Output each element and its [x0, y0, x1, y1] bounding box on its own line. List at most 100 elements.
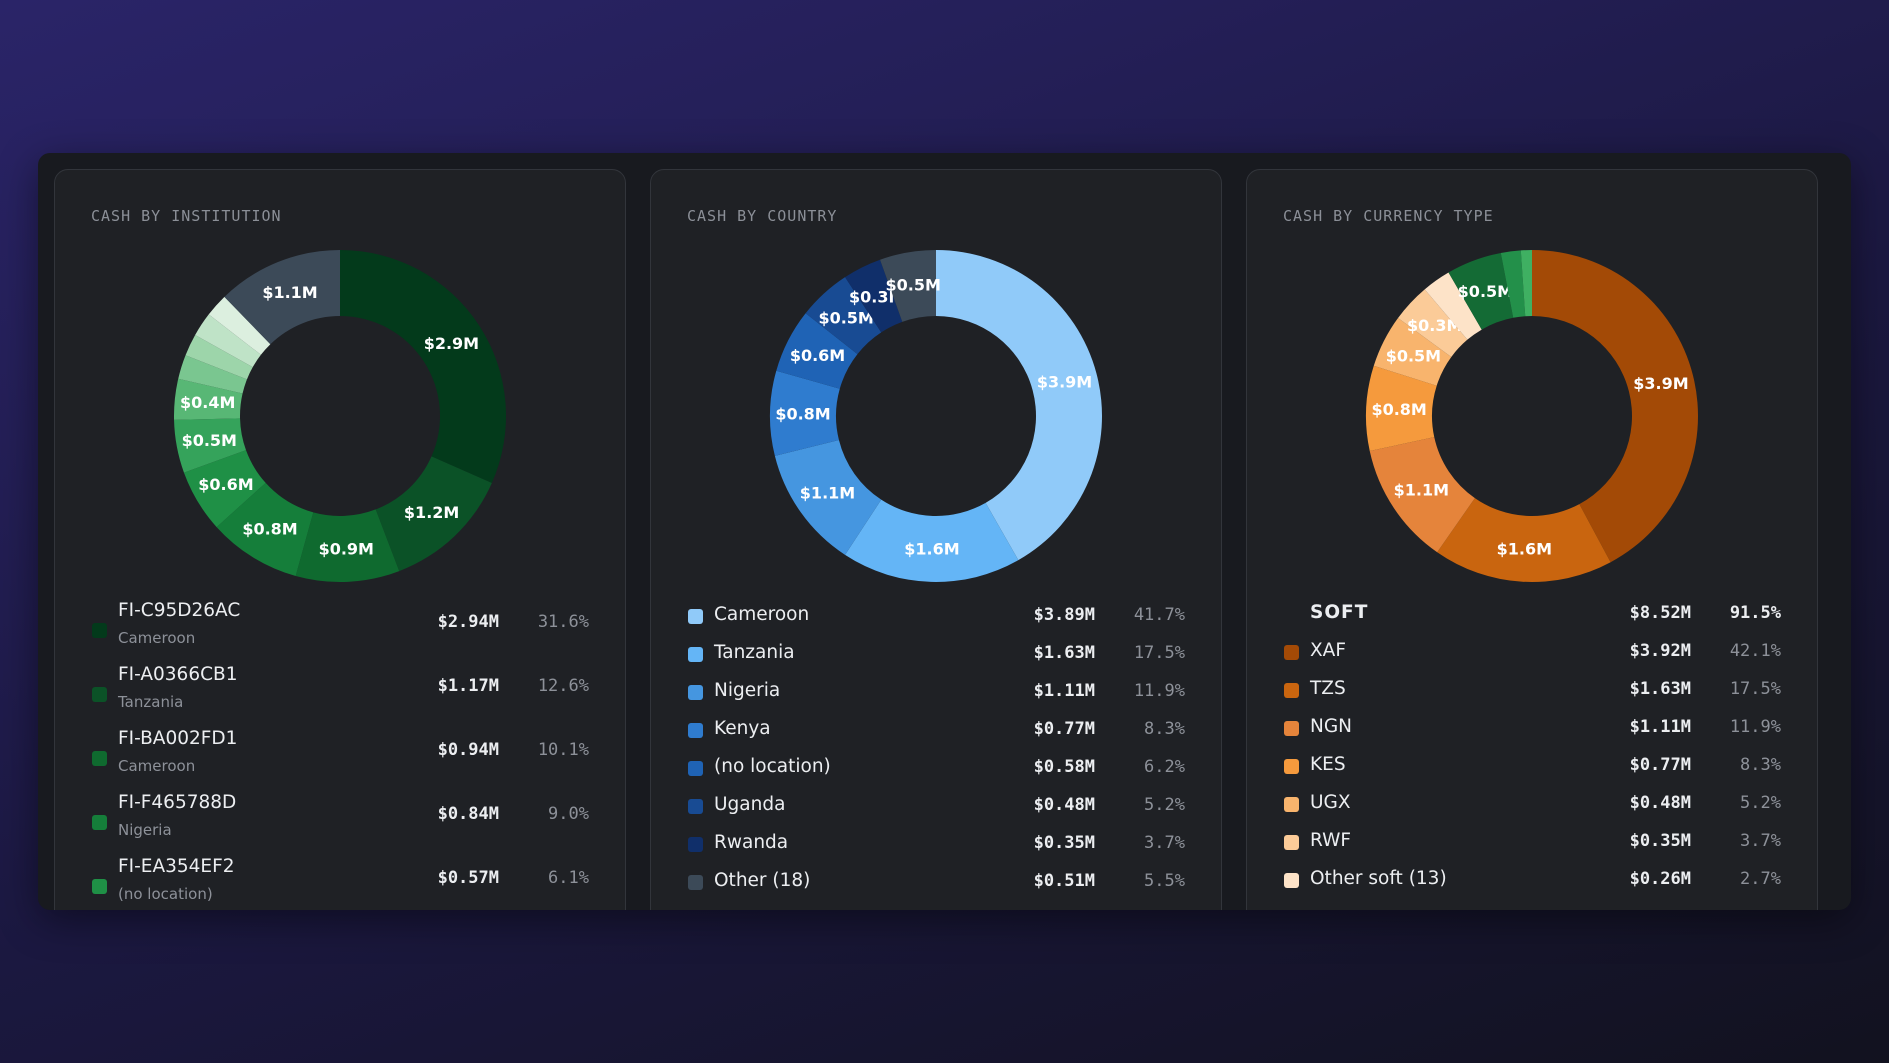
legend-amount: $0.84M — [437, 804, 499, 824]
donut-slice[interactable] — [936, 250, 1102, 561]
legend-row[interactable]: FI-EA354EF2 (no location) $0.57M 6.1% — [91, 856, 589, 910]
legend-row[interactable]: UGX $0.48M 5.2% — [1283, 792, 1781, 822]
slice-value-label: $0.8M — [775, 404, 830, 423]
donut-slice[interactable] — [1369, 437, 1475, 553]
donut-slice[interactable] — [295, 509, 400, 582]
legend-name: UGX — [1310, 792, 1351, 813]
legend-percent: 11.9% — [1133, 681, 1185, 701]
legend-percent: 11.9% — [1729, 717, 1781, 737]
legend-percent: 42.1% — [1729, 641, 1781, 661]
legend-name: Other soft (13) — [1310, 868, 1447, 889]
donut-slice[interactable] — [1500, 250, 1526, 318]
donut-slice[interactable] — [1366, 365, 1437, 452]
legend-row[interactable]: FI-C95D26AC Cameroon $2.94M 31.6% — [91, 600, 589, 656]
legend-name: FI-EA354EF2 — [118, 856, 235, 877]
donut-slice[interactable] — [185, 334, 253, 380]
legend-swatch — [1284, 759, 1299, 774]
legend-row[interactable]: FI-F465788D Nigeria $0.84M 9.0% — [91, 792, 589, 848]
donut-slice[interactable] — [178, 355, 247, 394]
slice-value-label: $0.9M — [319, 539, 374, 558]
legend-swatch — [1284, 873, 1299, 888]
donut-slice[interactable] — [340, 250, 506, 484]
legend-swatch — [92, 879, 107, 894]
legend-row[interactable]: TZS $1.63M 17.5% — [1283, 678, 1781, 708]
donut-slice[interactable] — [770, 370, 840, 456]
panel-title: CASH BY CURRENCY TYPE — [1283, 207, 1494, 225]
legend-row[interactable]: Kenya $0.77M 8.3% — [687, 718, 1185, 748]
legend-amount: $1.17M — [437, 676, 499, 696]
legend-swatch — [688, 685, 703, 700]
legend-country: (no location) — [118, 885, 213, 903]
legend-row[interactable]: Tanzania $1.63M 17.5% — [687, 642, 1185, 672]
slice-value-label: $0.8M — [242, 520, 297, 539]
legend-name: FI-A0366CB1 — [118, 664, 238, 685]
donut-slice[interactable] — [774, 440, 882, 555]
legend-name: XAF — [1310, 640, 1346, 661]
donut-slice[interactable] — [195, 314, 261, 368]
donut-slice[interactable] — [1532, 250, 1698, 563]
donut-slice[interactable] — [375, 456, 492, 572]
legend-row[interactable]: Cameroon $3.89M 41.7% — [687, 604, 1185, 634]
donut-slice[interactable] — [805, 277, 882, 355]
slice-value-label: $0.5M — [182, 431, 237, 450]
donut-slice[interactable] — [776, 313, 858, 389]
legend-country: Tanzania — [118, 693, 184, 711]
legend-row[interactable]: Rwanda $0.35M 3.7% — [687, 832, 1185, 862]
legend-amount: $0.26M — [1629, 869, 1691, 889]
slice-value-label: $1.6M — [904, 539, 959, 558]
donut-slice[interactable] — [1398, 289, 1468, 357]
legend-amount: $2.94M — [437, 612, 499, 632]
legend-percent: 31.6% — [537, 612, 589, 632]
legend-percent: 9.0% — [548, 804, 589, 824]
donut-slice[interactable] — [845, 259, 903, 333]
slice-value-label: $0.5M — [818, 308, 873, 327]
legend-percent: 8.3% — [1740, 755, 1781, 775]
slice-value-label: $1.6M — [1497, 539, 1552, 558]
group-amount: $8.52M — [1629, 603, 1691, 623]
donut-slice[interactable] — [880, 250, 936, 322]
legend-row[interactable]: FI-BA002FD1 Cameroon $0.94M 10.1% — [91, 728, 589, 784]
legend-row[interactable]: XAF $3.92M 42.1% — [1283, 640, 1781, 670]
legend-row[interactable]: Other (18) $0.51M 5.5% — [687, 870, 1185, 900]
legend-row[interactable]: Nigeria $1.11M 11.9% — [687, 680, 1185, 710]
donut-slice[interactable] — [216, 482, 314, 576]
legend-name: FI-F465788D — [118, 792, 237, 813]
donut-slice[interactable] — [845, 499, 1019, 582]
donut-slice[interactable] — [1424, 272, 1482, 340]
donut-slice[interactable] — [224, 250, 340, 345]
donut-slice[interactable] — [174, 378, 243, 420]
donut-slice[interactable] — [174, 418, 246, 473]
donut-slice[interactable] — [1373, 317, 1452, 386]
legend-name: (no location) — [714, 756, 831, 777]
donut-slice[interactable] — [1448, 252, 1514, 330]
legend-swatch — [92, 687, 107, 702]
legend-row[interactable]: Uganda $0.48M 5.2% — [687, 794, 1185, 824]
legend-percent: 12.6% — [537, 676, 589, 696]
legend-swatch — [688, 837, 703, 852]
legend-amount: $3.89M — [1033, 605, 1095, 625]
legend-name: Rwanda — [714, 832, 789, 853]
legend-row[interactable]: (no location) $0.58M 6.2% — [687, 756, 1185, 786]
legend-swatch — [688, 799, 703, 814]
legend-percent: 41.7% — [1133, 605, 1185, 625]
currency-donut-chart: $3.9M $1.6M $1.1M $0.8M $0.5M $0.3M $0.5M — [1366, 250, 1698, 582]
panel-title: CASH BY INSTITUTION — [91, 207, 282, 225]
legend-name: FI-BA002FD1 — [118, 728, 238, 749]
country-panel: CASH BY COUNTRY $3.9M $1.6M $1.1M $0.8M $0.6… — [650, 169, 1222, 910]
slice-value-label: $1.1M — [800, 483, 855, 502]
donut-slice[interactable] — [208, 296, 271, 355]
legend-row[interactable]: RWF $0.35M 3.7% — [1283, 830, 1781, 860]
legend-row[interactable]: Other soft (13) $0.26M 2.7% — [1283, 868, 1781, 898]
slice-value-label: $0.6M — [198, 475, 253, 494]
legend-row[interactable]: NGN $1.11M 11.9% — [1283, 716, 1781, 746]
legend-percent: 2.7% — [1740, 869, 1781, 889]
legend-amount: $1.11M — [1629, 717, 1691, 737]
dashboard-container: CASH BY INSTITUTION $2.9M $1.2M $0.9M $0.8M… — [38, 153, 1851, 910]
slice-value-label: $2.9M — [424, 334, 479, 353]
legend-row[interactable]: KES $0.77M 8.3% — [1283, 754, 1781, 784]
legend-row[interactable]: FI-A0366CB1 Tanzania $1.17M 12.6% — [91, 664, 589, 720]
legend-amount: $0.35M — [1033, 833, 1095, 853]
donut-slice[interactable] — [183, 450, 266, 528]
donut-slice[interactable] — [1520, 250, 1532, 317]
donut-slice[interactable] — [1437, 498, 1611, 582]
